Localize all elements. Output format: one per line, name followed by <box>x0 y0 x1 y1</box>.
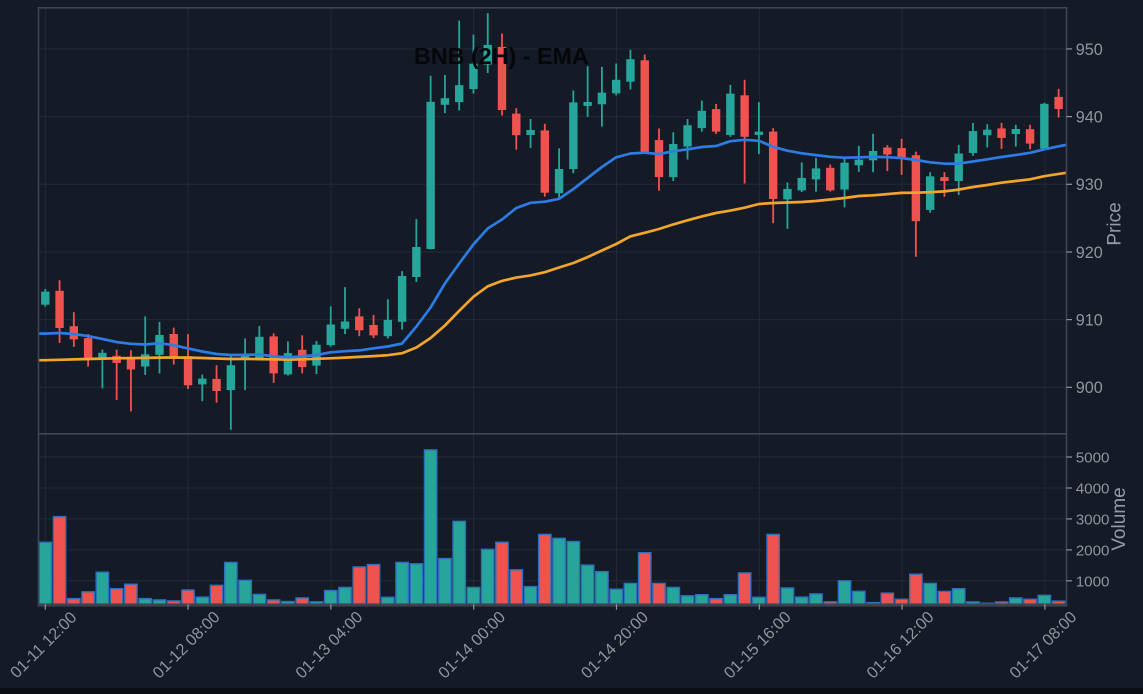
svg-text:3000: 3000 <box>1076 511 1110 528</box>
svg-text:910: 910 <box>1076 312 1103 330</box>
svg-text:4000: 4000 <box>1076 481 1110 498</box>
svg-text:Volume: Volume <box>1109 487 1130 550</box>
svg-text:930: 930 <box>1076 176 1103 194</box>
svg-text:BNB (2H) - EMA: BNB (2H) - EMA <box>414 43 589 69</box>
svg-text:900: 900 <box>1076 379 1103 397</box>
svg-text:940: 940 <box>1076 109 1103 127</box>
svg-text:950: 950 <box>1076 41 1103 59</box>
svg-text:5000: 5000 <box>1076 450 1110 467</box>
svg-text:Price: Price <box>1105 202 1126 245</box>
svg-text:1000: 1000 <box>1076 573 1110 590</box>
svg-text:920: 920 <box>1076 244 1103 262</box>
svg-text:2000: 2000 <box>1076 542 1110 559</box>
